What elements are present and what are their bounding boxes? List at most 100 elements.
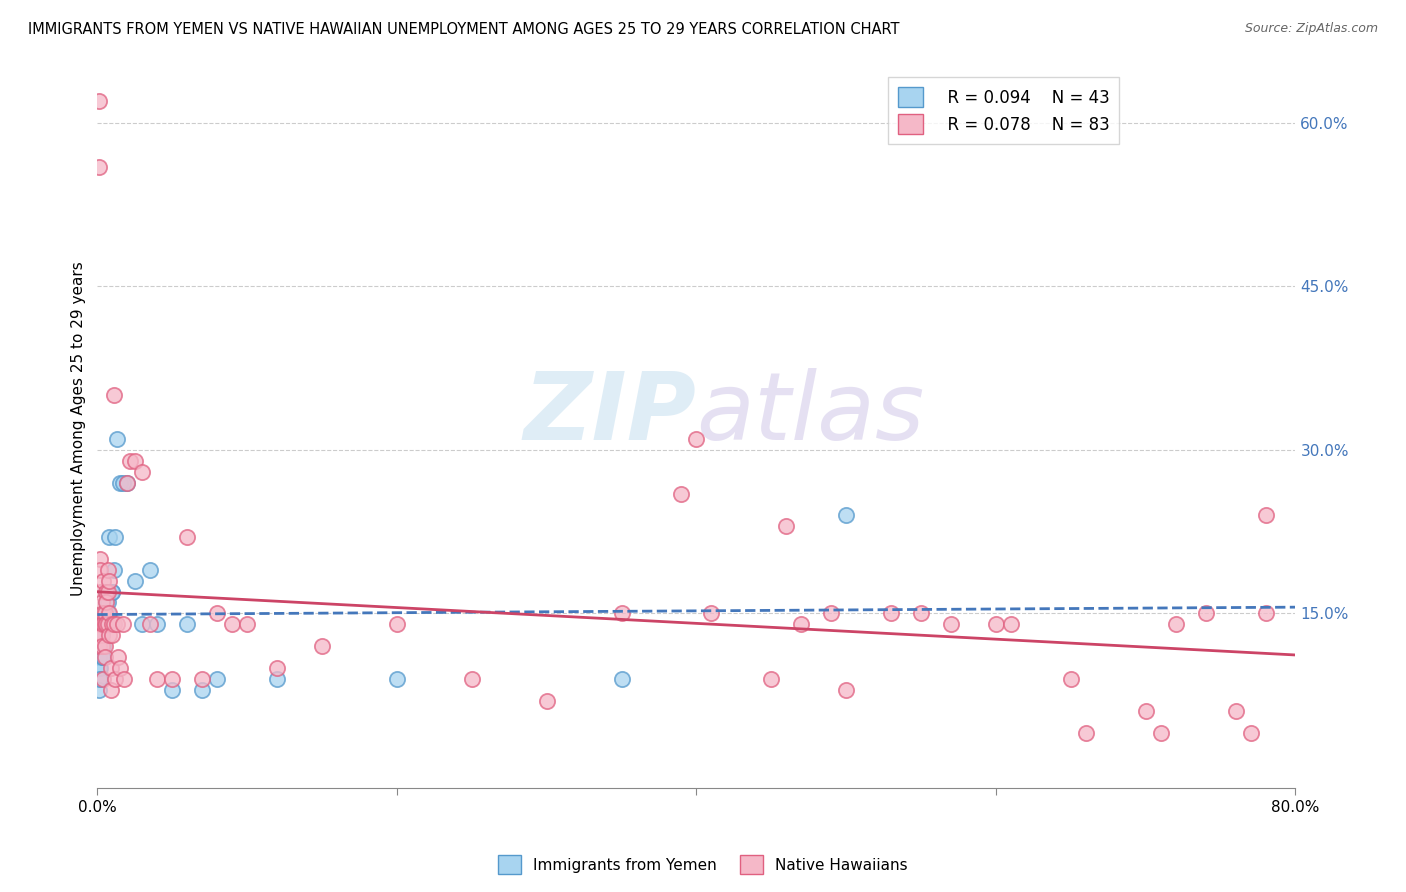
Point bbox=[89, 672, 111, 686]
Point bbox=[685, 432, 707, 446]
Point bbox=[94, 617, 117, 632]
Point bbox=[101, 584, 124, 599]
Point bbox=[89, 628, 111, 642]
Point bbox=[97, 607, 120, 621]
Point bbox=[671, 486, 693, 500]
Point bbox=[98, 530, 121, 544]
Point bbox=[100, 682, 122, 697]
Point bbox=[104, 672, 127, 686]
Point bbox=[100, 661, 122, 675]
Point bbox=[610, 672, 633, 686]
Point bbox=[108, 661, 131, 675]
Point bbox=[112, 672, 135, 686]
Point bbox=[97, 563, 120, 577]
Point bbox=[221, 617, 243, 632]
Point bbox=[93, 617, 115, 632]
Point bbox=[461, 672, 484, 686]
Point bbox=[101, 584, 124, 599]
Point bbox=[87, 682, 110, 697]
Point bbox=[89, 661, 111, 675]
Point bbox=[96, 584, 118, 599]
Point bbox=[835, 508, 858, 523]
Text: atlas: atlas bbox=[696, 368, 925, 459]
Point bbox=[98, 628, 121, 642]
Point bbox=[124, 574, 146, 588]
Point bbox=[117, 475, 139, 490]
Point bbox=[105, 432, 128, 446]
Point bbox=[98, 574, 121, 588]
Point bbox=[1225, 705, 1247, 719]
Point bbox=[103, 388, 125, 402]
Point bbox=[910, 607, 932, 621]
Point bbox=[1254, 508, 1277, 523]
Point bbox=[98, 607, 121, 621]
Point bbox=[94, 639, 117, 653]
Point bbox=[93, 607, 115, 621]
Point bbox=[90, 617, 112, 632]
Point bbox=[93, 617, 115, 632]
Point bbox=[1000, 617, 1022, 632]
Point bbox=[160, 682, 183, 697]
Point bbox=[266, 661, 288, 675]
Point bbox=[191, 682, 214, 697]
Point bbox=[1074, 726, 1097, 740]
Point bbox=[96, 617, 118, 632]
Point bbox=[96, 595, 118, 609]
Point bbox=[90, 639, 112, 653]
Point bbox=[87, 650, 110, 665]
Point bbox=[880, 607, 903, 621]
Point bbox=[820, 607, 842, 621]
Point bbox=[176, 530, 198, 544]
Point bbox=[1150, 726, 1173, 740]
Point bbox=[97, 617, 120, 632]
Point bbox=[205, 607, 228, 621]
Point bbox=[1060, 672, 1083, 686]
Point bbox=[1239, 726, 1261, 740]
Point bbox=[236, 617, 259, 632]
Point bbox=[311, 639, 333, 653]
Point bbox=[107, 650, 129, 665]
Point bbox=[90, 617, 112, 632]
Point bbox=[385, 672, 408, 686]
Point bbox=[205, 672, 228, 686]
Point bbox=[117, 475, 139, 490]
Point bbox=[89, 563, 111, 577]
Point bbox=[790, 617, 813, 632]
Point bbox=[93, 672, 115, 686]
Point bbox=[124, 454, 146, 468]
Legend: Immigrants from Yemen, Native Hawaiians: Immigrants from Yemen, Native Hawaiians bbox=[492, 849, 914, 880]
Point bbox=[103, 617, 125, 632]
Point bbox=[87, 617, 110, 632]
Point bbox=[610, 607, 633, 621]
Point bbox=[536, 693, 558, 707]
Point bbox=[90, 650, 112, 665]
Point bbox=[984, 617, 1007, 632]
Text: IMMIGRANTS FROM YEMEN VS NATIVE HAWAIIAN UNEMPLOYMENT AMONG AGES 25 TO 29 YEARS : IMMIGRANTS FROM YEMEN VS NATIVE HAWAIIAN… bbox=[28, 22, 900, 37]
Point bbox=[93, 650, 115, 665]
Point bbox=[775, 519, 797, 533]
Text: ZIP: ZIP bbox=[523, 368, 696, 459]
Point bbox=[96, 584, 118, 599]
Point bbox=[93, 574, 115, 588]
Point bbox=[100, 617, 122, 632]
Point bbox=[89, 552, 111, 566]
Point bbox=[160, 672, 183, 686]
Point bbox=[104, 530, 127, 544]
Point bbox=[101, 617, 124, 632]
Point bbox=[139, 563, 162, 577]
Point bbox=[87, 160, 110, 174]
Point bbox=[120, 454, 142, 468]
Point bbox=[90, 628, 112, 642]
Point bbox=[139, 617, 162, 632]
Point bbox=[93, 639, 115, 653]
Point bbox=[89, 617, 111, 632]
Point bbox=[96, 595, 118, 609]
Y-axis label: Unemployment Among Ages 25 to 29 years: Unemployment Among Ages 25 to 29 years bbox=[72, 260, 86, 596]
Point bbox=[87, 639, 110, 653]
Point bbox=[94, 650, 117, 665]
Legend:   R = 0.094    N = 43,   R = 0.078    N = 83: R = 0.094 N = 43, R = 0.078 N = 83 bbox=[889, 77, 1119, 145]
Point bbox=[108, 475, 131, 490]
Point bbox=[1254, 607, 1277, 621]
Point bbox=[98, 617, 121, 632]
Point bbox=[89, 584, 111, 599]
